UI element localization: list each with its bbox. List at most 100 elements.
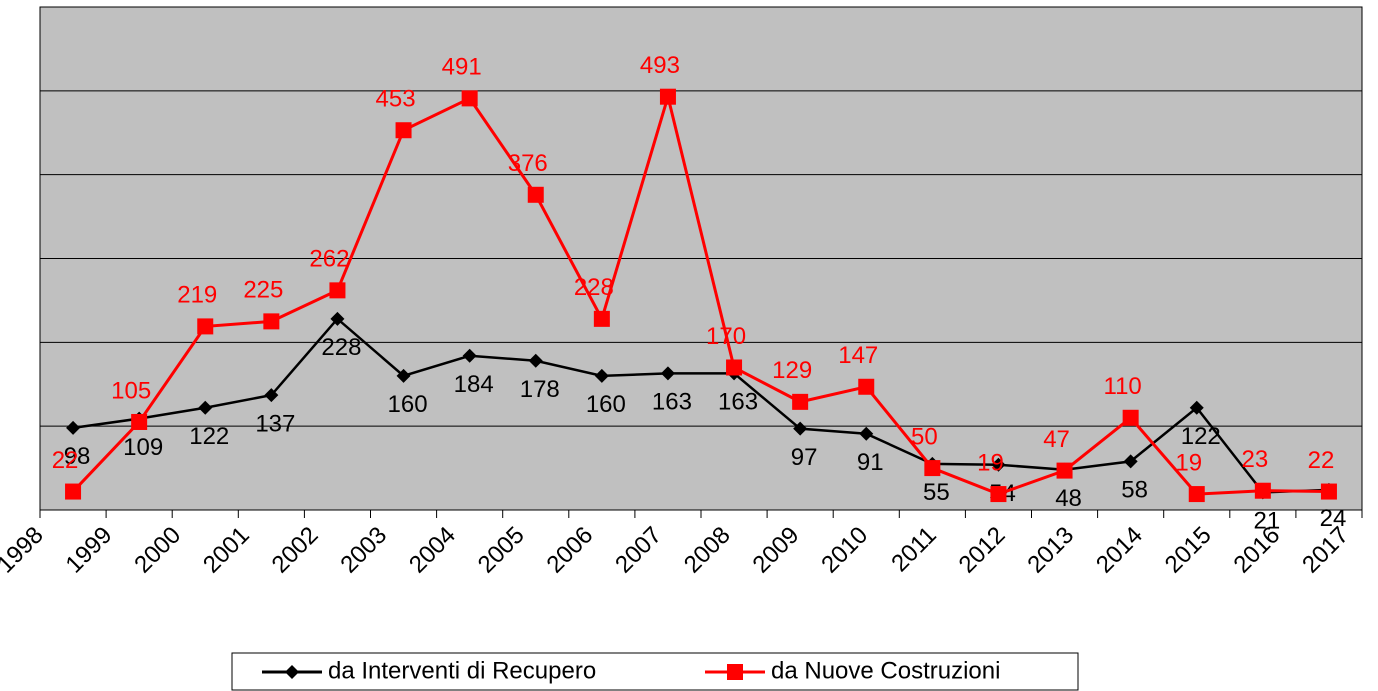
legend-marker (285, 665, 299, 679)
legend-marker (727, 664, 743, 680)
marker (395, 122, 412, 139)
marker (792, 393, 809, 410)
x-tick-label: 2015 (1160, 522, 1217, 579)
data-label: 376 (508, 150, 548, 177)
marker (65, 483, 82, 500)
x-tick-label: 2014 (1091, 522, 1148, 579)
x-tick-label: 2009 (748, 522, 805, 579)
data-label: 110 (1104, 373, 1142, 400)
x-tick-label: 2003 (335, 522, 392, 579)
data-label: 491 (442, 54, 482, 81)
marker (659, 88, 676, 105)
data-label: 21 (1253, 508, 1280, 535)
marker (329, 282, 346, 299)
marker (1188, 486, 1205, 503)
x-tick-label: 2013 (1022, 522, 1079, 579)
x-tick-label: 1999 (61, 522, 118, 579)
x-tick-label: 2000 (129, 522, 186, 579)
data-label: 129 (772, 357, 812, 384)
marker (527, 186, 544, 203)
marker (593, 310, 610, 327)
data-label: 55 (923, 479, 950, 506)
marker (330, 311, 345, 326)
marker (726, 359, 743, 376)
data-label: 22 (52, 447, 79, 474)
data-label: 122 (189, 423, 229, 450)
x-tick-label: 2008 (679, 522, 736, 579)
marker (66, 420, 81, 435)
marker (528, 353, 543, 368)
data-label: 19 (1175, 449, 1202, 476)
data-label: 48 (1055, 485, 1082, 512)
marker (924, 460, 941, 477)
marker (1123, 454, 1138, 469)
marker (991, 457, 1006, 472)
series-line (72, 317, 1329, 494)
data-label: 160 (586, 391, 626, 418)
marker (1189, 400, 1204, 415)
data-label: 453 (376, 86, 416, 113)
marker (461, 90, 478, 107)
marker (197, 318, 214, 335)
x-tick-label: 2005 (473, 522, 530, 579)
legend-box (231, 652, 1079, 691)
marker (660, 366, 675, 381)
marker (462, 348, 477, 363)
data-label: 493 (640, 52, 680, 79)
data-label: 160 (388, 391, 428, 418)
data-label: 184 (454, 371, 494, 398)
marker (264, 388, 279, 403)
marker (859, 426, 874, 441)
marker (594, 368, 609, 383)
data-label: 122 (1181, 423, 1221, 450)
x-tick-label: 2004 (404, 522, 461, 579)
legend: da Interventi di Recupero da Nuove Costru… (231, 652, 1079, 691)
data-label: 170 (706, 323, 746, 350)
data-label: 58 (1121, 477, 1148, 504)
marker (1056, 462, 1073, 479)
data-label: 219 (177, 282, 217, 309)
legend-label: da Interventi di Recupero (328, 657, 596, 684)
x-tick-label: 2010 (816, 522, 873, 579)
marker (858, 378, 875, 395)
legend-label: da Nuove Costruzioni (771, 657, 1000, 684)
x-tick-label: 1998 (0, 522, 49, 579)
data-label: 24 (1320, 505, 1347, 532)
data-label: 23 (1241, 446, 1268, 473)
x-tick-label: 2006 (541, 522, 598, 579)
data-label: 147 (838, 342, 878, 369)
marker (396, 368, 411, 383)
x-tick-label: 2002 (267, 522, 324, 579)
marker (1320, 483, 1337, 500)
marker (793, 421, 808, 436)
series-line (71, 90, 1329, 496)
data-label: 47 (1043, 426, 1070, 453)
data-label: 98 (64, 443, 91, 470)
data-label: 228 (574, 274, 614, 301)
data-label: 105 (111, 377, 151, 404)
data-label: 228 (321, 334, 361, 361)
data-label: 50 (911, 423, 938, 450)
data-label: 97 (791, 444, 818, 471)
marker (263, 313, 280, 330)
marker (198, 400, 213, 415)
data-label: 137 (255, 410, 295, 437)
data-label: 225 (243, 277, 283, 304)
marker (1122, 409, 1139, 426)
data-label: 163 (718, 389, 758, 416)
data-label: 91 (857, 449, 884, 476)
data-label: 178 (520, 376, 560, 403)
data-label: 163 (652, 389, 692, 416)
x-tick-label: 2007 (610, 522, 667, 579)
marker (990, 486, 1007, 503)
marker (1254, 482, 1271, 499)
x-tick-label: 2001 (198, 522, 255, 579)
data-label: 19 (977, 449, 1004, 476)
marker (131, 413, 148, 430)
x-tick-label: 2011 (886, 522, 942, 578)
data-label: 22 (1308, 447, 1335, 474)
data-label: 109 (123, 434, 163, 461)
x-tick-label: 2012 (954, 522, 1011, 579)
data-label: 262 (309, 246, 349, 273)
